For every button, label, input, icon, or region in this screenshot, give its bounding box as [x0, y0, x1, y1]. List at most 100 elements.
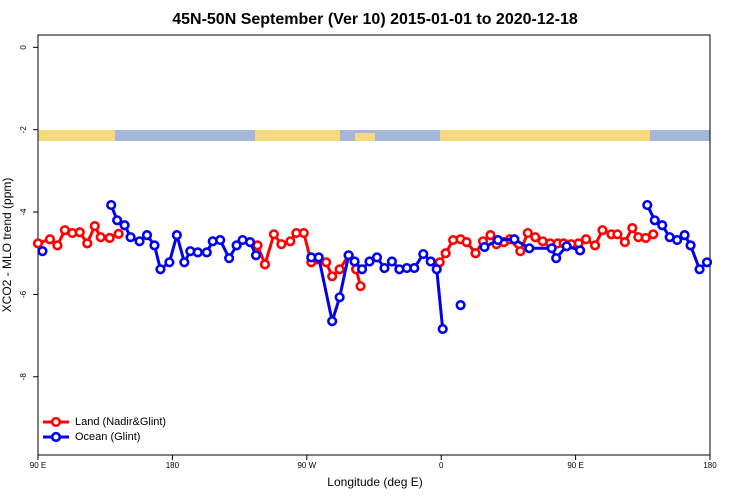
- data-point: [551, 253, 562, 264]
- data-point: [89, 220, 100, 232]
- data-point: [343, 250, 354, 261]
- data-point: [364, 256, 375, 267]
- data-point: [431, 264, 442, 275]
- data-point: [619, 237, 630, 248]
- data-point: [155, 264, 166, 275]
- data-point: [648, 229, 659, 240]
- data-point: [113, 228, 124, 239]
- data-point: [546, 243, 557, 254]
- data-point: [244, 237, 256, 248]
- data-point: [334, 264, 345, 275]
- data-point: [371, 252, 383, 263]
- chart-title: 45N-50N September (Ver 10) 2015-01-01 to…: [172, 11, 578, 28]
- data-point: [461, 237, 472, 248]
- data-point: [524, 243, 535, 254]
- data-point: [44, 234, 56, 245]
- land-strip: [38, 130, 115, 141]
- legend-marker: [50, 416, 62, 428]
- y-tick-label: -6: [19, 290, 28, 298]
- data-point: [386, 256, 398, 267]
- data-point: [112, 215, 123, 226]
- y-tick-label: -2: [19, 126, 28, 134]
- data-point: [574, 245, 586, 256]
- land-strip: [440, 130, 650, 141]
- data-point: [52, 240, 63, 251]
- data-point: [32, 238, 44, 249]
- y-tick-label: -8: [19, 373, 28, 381]
- data-point: [509, 234, 520, 245]
- data-point: [37, 246, 48, 257]
- data-point: [313, 252, 324, 263]
- data-point: [349, 256, 360, 267]
- data-point: [437, 323, 448, 335]
- data-point: [250, 250, 262, 261]
- data-point: [259, 259, 271, 270]
- data-point: [409, 262, 420, 274]
- data-point: [276, 239, 287, 250]
- data-point: [479, 241, 490, 253]
- data-point: [355, 281, 366, 292]
- data-point: [285, 236, 296, 247]
- data-point: [379, 262, 390, 274]
- data-point: [642, 199, 653, 211]
- data-point: [82, 238, 93, 249]
- data-point: [640, 232, 651, 244]
- data-point: [657, 220, 668, 231]
- map-strip: [38, 130, 710, 141]
- land-strip: [355, 133, 375, 141]
- data-point: [171, 230, 182, 241]
- data-point: [215, 234, 226, 246]
- data-point: [679, 230, 690, 241]
- data-point: [268, 229, 280, 240]
- data-point: [164, 257, 175, 268]
- data-point: [580, 234, 592, 245]
- data-point: [298, 227, 309, 239]
- data-point: [589, 240, 601, 251]
- y-axis-label: XCO2 - MLO trend (ppm): [0, 178, 14, 313]
- data-point: [485, 230, 496, 241]
- data-point: [104, 232, 115, 244]
- data-point: [492, 234, 504, 246]
- data-point: [327, 271, 338, 282]
- data-point: [95, 232, 106, 243]
- data-point: [455, 300, 466, 311]
- data-point: [627, 223, 638, 234]
- data-point: [149, 240, 160, 251]
- data-point: [321, 257, 332, 268]
- data-point: [74, 227, 85, 238]
- data-point: [470, 248, 481, 259]
- data-point: [672, 234, 683, 246]
- data-point: [440, 248, 451, 259]
- x-tick-label: 180: [166, 461, 180, 470]
- data-point: [561, 241, 572, 252]
- data-point: [192, 247, 203, 258]
- data-point: [201, 247, 212, 258]
- data-point: [694, 264, 705, 275]
- data-point: [425, 256, 436, 267]
- x-tick-label: 90 E: [30, 461, 46, 470]
- data-point: [106, 199, 117, 211]
- data-point: [134, 236, 145, 247]
- data-point: [515, 246, 526, 257]
- legend-marker: [50, 431, 62, 443]
- data-point: [522, 227, 533, 239]
- data-point: [685, 240, 696, 251]
- data-point: [224, 253, 235, 264]
- data-point: [356, 264, 368, 275]
- data-point: [612, 229, 623, 240]
- legend-label: Land (Nadir&Glint): [75, 416, 166, 428]
- data-point: [530, 232, 541, 243]
- x-tick-label: 90 E: [567, 461, 583, 470]
- y-tick-label: 0: [19, 45, 28, 50]
- data-point: [649, 215, 660, 226]
- data-point: [231, 240, 242, 251]
- data-point: [119, 220, 130, 231]
- land-strip: [255, 130, 340, 141]
- data-point: [141, 230, 153, 241]
- x-tick-label: 0: [439, 461, 444, 470]
- data-point: [334, 292, 345, 303]
- data-point: [179, 257, 190, 268]
- data-point: [701, 257, 713, 268]
